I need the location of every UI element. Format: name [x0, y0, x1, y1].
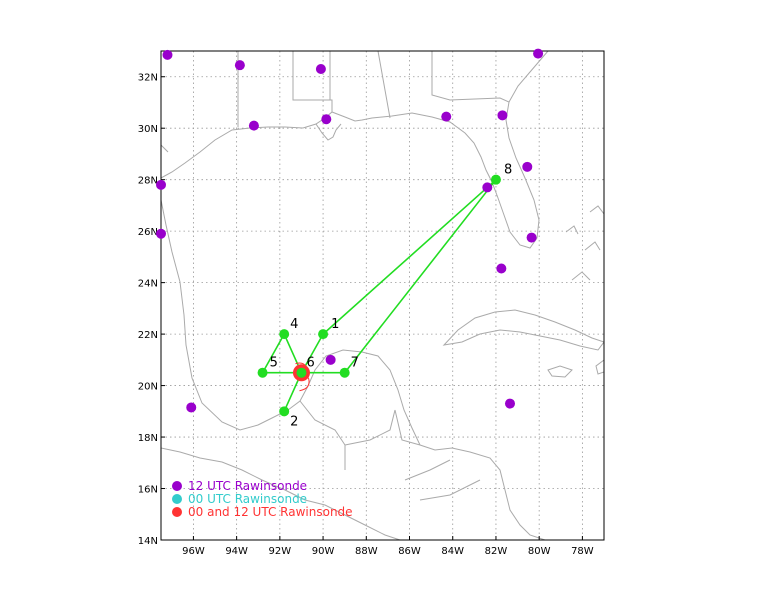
coastline-mexico-pacific: [161, 447, 286, 491]
y-tick-label: 32N: [138, 73, 158, 84]
rawinsonde-12utc-marker: [526, 232, 537, 243]
rawinsonde-12utc-marker: [321, 114, 332, 125]
rawinsonde-12utc-marker: [522, 161, 533, 172]
waypoint-label: 8: [504, 163, 512, 178]
rawinsonde-12utc-marker: [186, 402, 197, 413]
x-tick-label: 96W: [182, 546, 205, 557]
map-background: [161, 51, 604, 540]
rawinsonde-12utc-marker: [156, 179, 166, 190]
waypoint-label: 7: [351, 356, 359, 371]
legend-label: 12 UTC Rawinsonde: [188, 479, 307, 493]
legend-marker: [172, 494, 182, 504]
waypoint-label: 4: [290, 317, 298, 332]
island-cuba: [442, 309, 604, 351]
coastline-us-gulf: [161, 51, 549, 249]
waypoint-label: 5: [270, 356, 278, 371]
x-tick-label: 90W: [312, 546, 335, 557]
waypoint-label: 2: [290, 414, 298, 429]
y-tick-label: 14N: [138, 536, 158, 547]
country-borders: [299, 400, 481, 501]
rawinsonde-12utc-marker: [234, 60, 245, 71]
rawinsonde-12utc-marker: [504, 398, 515, 409]
x-tick-label: 94W: [225, 546, 248, 557]
x-tick-label: 78W: [571, 546, 594, 557]
legend-label: 00 UTC Rawinsonde: [188, 492, 307, 506]
x-tick-label: 84W: [441, 546, 464, 557]
y-tick-label: 26N: [138, 227, 158, 238]
legend-marker: [172, 481, 182, 491]
waypoint-marker: [318, 329, 329, 340]
y-tick-label: 30N: [138, 124, 158, 135]
y-tick-label: 28N: [138, 176, 158, 187]
x-tick-label: 82W: [485, 546, 508, 557]
rawinsonde-12utc-marker: [315, 64, 326, 75]
grid-lines: [161, 51, 604, 540]
coastline-mississippi-delta: [315, 123, 342, 141]
map-frame: [160, 50, 605, 541]
axis-ticks: 96W 94W 92W 90W 88W 86W 84W 82W 80W 78W 14N 16N 18N 2…: [138, 73, 594, 557]
waypoint-label: 6: [306, 356, 314, 371]
rawinsonde-12utc-marker: [441, 111, 452, 122]
waypoint-marker: [257, 367, 268, 378]
rawinsonde-12utc-marker: [162, 49, 173, 60]
flight-track-line: [261, 179, 497, 413]
y-tick-label: 16N: [138, 485, 158, 496]
flight-waypoints: 1 2 4 5 6 7 8: [257, 163, 512, 429]
x-tick-label: 80W: [528, 546, 551, 557]
y-tick-label: 24N: [138, 279, 158, 290]
island-hispaniola: [595, 359, 604, 375]
waypoint-marker: [279, 406, 290, 417]
coastlines: [161, 51, 604, 540]
flight-track: [261, 179, 497, 413]
rawinsonde-stations: [156, 48, 544, 413]
waypoint-label: 1: [331, 317, 339, 332]
x-tick-label: 88W: [355, 546, 378, 557]
waypoint-marker: [490, 174, 501, 185]
waypoint-marker: [339, 367, 350, 378]
waypoint-marker: [279, 329, 290, 340]
coastline-central-america-pacific: [284, 489, 401, 540]
state-borders: [161, 51, 510, 153]
legend-marker: [172, 507, 182, 517]
x-tick-label: 86W: [398, 546, 421, 557]
rawinsonde-12utc-marker: [533, 48, 544, 59]
coastline-central-america: [419, 444, 546, 540]
rawinsonde-12utc-marker: [325, 354, 336, 365]
rawinsonde-12utc-marker: [156, 228, 166, 239]
y-tick-label: 22N: [138, 330, 158, 341]
legend-label: 00 and 12 UTC Rawinsonde: [188, 505, 353, 519]
waypoint-marker: [296, 367, 307, 378]
x-tick-label: 92W: [269, 546, 292, 557]
island-jamaica: [547, 365, 573, 378]
rawinsonde-12utc-marker: [482, 182, 493, 193]
y-tick-label: 20N: [138, 382, 158, 393]
rawinsonde-12utc-marker: [496, 263, 507, 274]
rawinsonde-12utc-marker: [497, 110, 508, 121]
islands-bahamas: [565, 205, 604, 281]
rawinsonde-12utc-marker: [248, 120, 259, 131]
y-tick-label: 18N: [138, 433, 158, 444]
